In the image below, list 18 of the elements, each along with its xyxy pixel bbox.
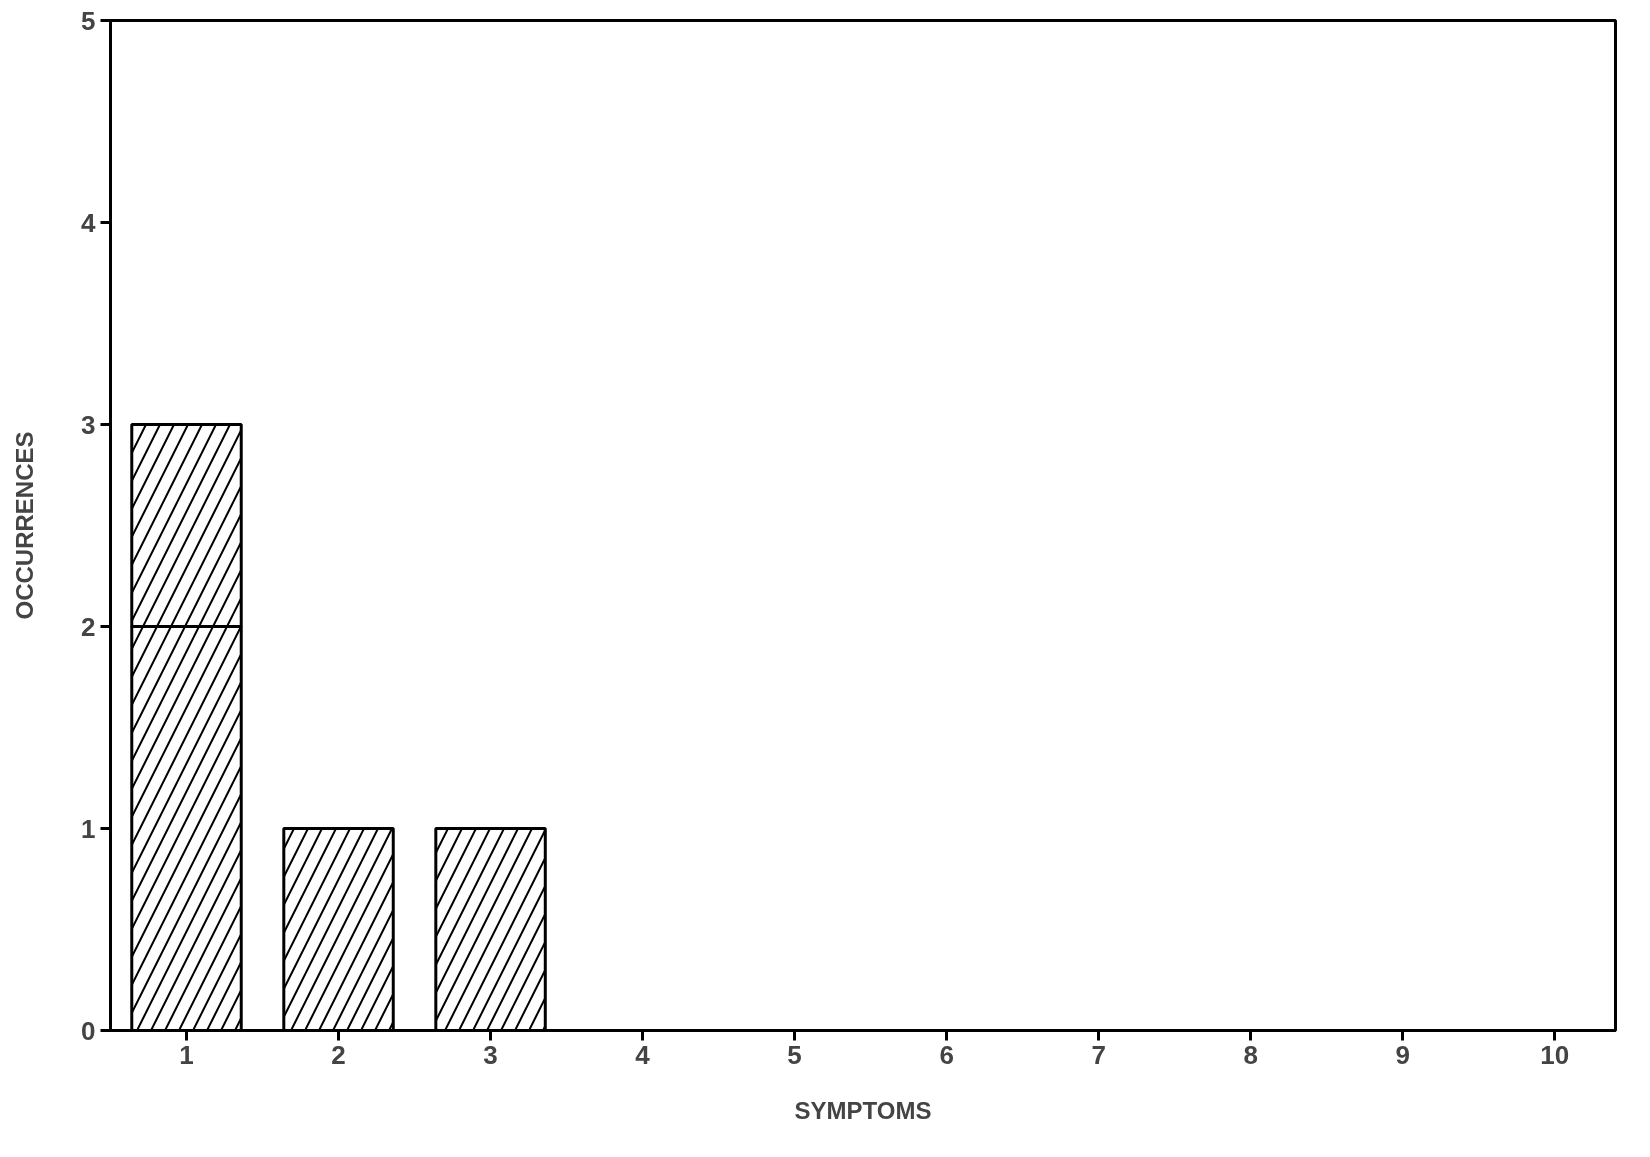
x-tick-label: 5 <box>787 1039 802 1070</box>
y-axis-title: OCCURRENCES <box>11 431 39 620</box>
y-tick-label: 4 <box>81 207 97 238</box>
x-tick-label: 8 <box>1243 1039 1258 1070</box>
y-tick-label: 5 <box>81 5 96 36</box>
x-tick-label: 9 <box>1395 1039 1410 1070</box>
x-axis-title: SYMPTOMS <box>794 1096 932 1124</box>
x-tick-label: 4 <box>635 1039 651 1070</box>
x-tick-label: 10 <box>1540 1039 1570 1070</box>
y-tick-label: 3 <box>81 409 96 440</box>
x-tick-label: 1 <box>179 1039 194 1070</box>
y-tick-label: 1 <box>81 813 96 844</box>
x-tick-label: 7 <box>1091 1039 1106 1070</box>
x-tick-label: 6 <box>939 1039 954 1070</box>
x-tick-label: 3 <box>483 1039 498 1070</box>
y-tick-label: 2 <box>81 611 96 642</box>
y-tick-label: 0 <box>81 1015 96 1046</box>
x-tick-label: 2 <box>331 1039 346 1070</box>
